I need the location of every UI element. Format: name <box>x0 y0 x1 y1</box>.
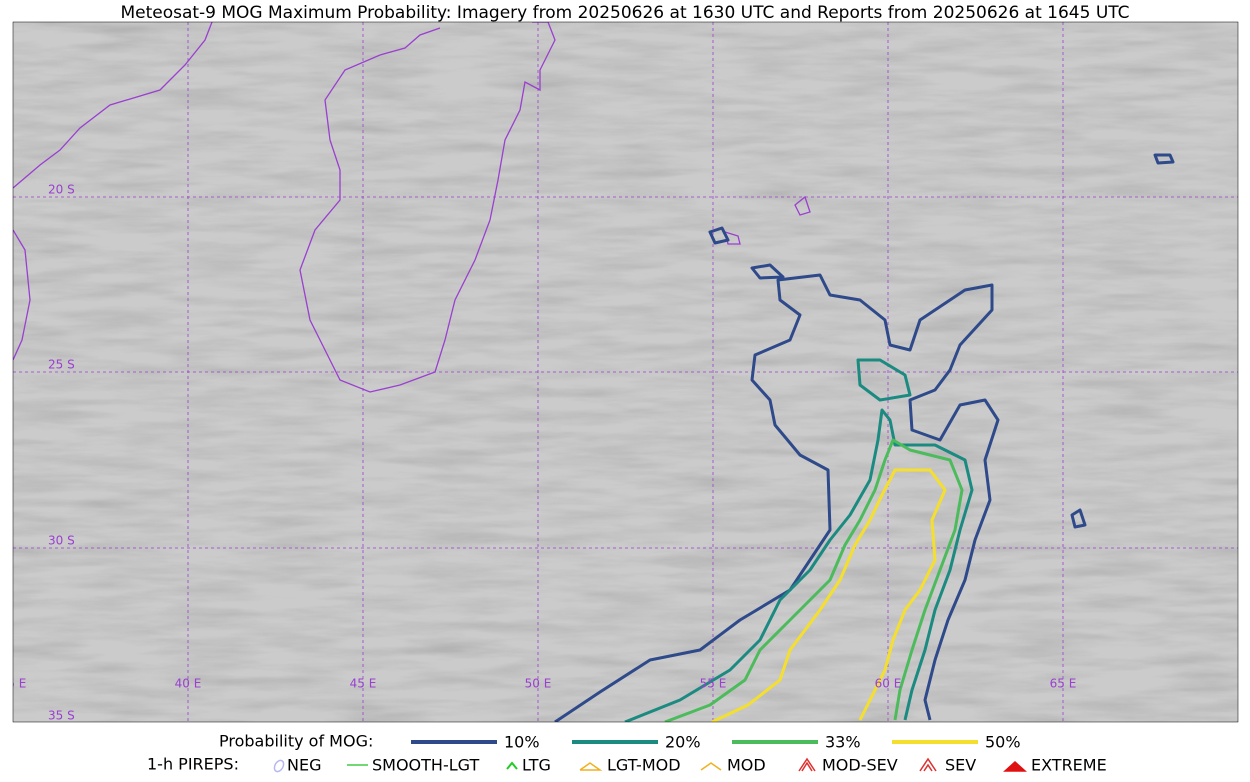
legend-title: Probability of MOG: <box>219 732 373 751</box>
lat-label: 35 S <box>48 709 75 723</box>
pirep-label: SEV <box>945 756 976 775</box>
lat-label: 25 S <box>48 358 75 372</box>
lat-labels: 20 S 25 S 30 S 35 S <box>48 183 75 723</box>
coastlines <box>13 22 811 393</box>
lon-label: 40 E <box>175 677 202 691</box>
lat-label: 30 S <box>48 534 75 548</box>
pirep-label: MOD-SEV <box>822 756 898 775</box>
lon-labels: 35 E 40 E 45 E 50 E 55 E 60 E 65 E <box>0 677 1077 691</box>
pirep-label: LGT-MOD <box>607 756 681 775</box>
lon-label: 45 E <box>350 677 377 691</box>
lon-label: 65 E <box>1050 677 1077 691</box>
pirep-label: NEG <box>287 756 321 775</box>
lat-label: 20 S <box>48 183 75 197</box>
legend-label: 20% <box>665 733 701 752</box>
contours <box>554 153 1175 722</box>
legend: Probability of MOG: 1-h PIREPS: 10% 20% 33… <box>147 732 1107 775</box>
map: 20 S 25 S 30 S 35 S 35 E 40 E 45 E 50 E … <box>0 22 1238 723</box>
pirep-icons <box>273 757 1027 773</box>
lon-label: 35 E <box>0 677 26 691</box>
pirep-label: EXTREME <box>1031 756 1107 775</box>
title: Meteosat-9 MOG Maximum Probability: Imag… <box>120 3 1129 23</box>
legend-label: 33% <box>825 733 861 752</box>
pirep-label: SMOOTH-LGT <box>372 756 479 775</box>
lon-label: 55 E <box>700 677 727 691</box>
legend-label: 10% <box>504 733 540 752</box>
lon-label: 60 E <box>875 677 902 691</box>
map-frame <box>12 21 1239 723</box>
pirep-label: MOD <box>727 756 766 775</box>
graticule <box>13 22 1238 722</box>
pireps-title: 1-h PIREPS: <box>147 755 239 774</box>
lon-label: 50 E <box>525 677 552 691</box>
legend-label: 50% <box>985 733 1021 752</box>
pirep-label: LTG <box>522 756 551 775</box>
